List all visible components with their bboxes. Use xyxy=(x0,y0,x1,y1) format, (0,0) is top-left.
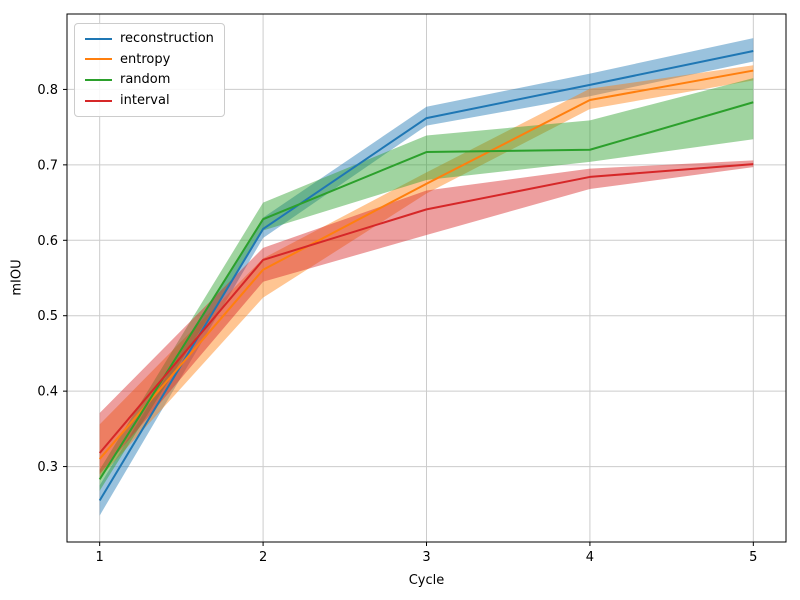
legend: reconstruction entropy random interval xyxy=(74,23,225,117)
legend-item-label: interval xyxy=(120,92,170,108)
series-band-interval xyxy=(99,160,754,475)
legend-item-label: random xyxy=(120,72,171,88)
y-tick-label-0.6: 0.6 xyxy=(37,234,58,249)
series-line-entropy xyxy=(98,69,754,460)
legend-line-swatch-interval xyxy=(85,99,112,102)
y-axis-label: mIOU xyxy=(9,259,25,296)
legend-item-interval: interval xyxy=(85,94,214,108)
x-axis-label: Cycle xyxy=(408,573,445,588)
legend-item-random: random xyxy=(85,73,214,87)
series-line-interval xyxy=(98,163,754,454)
y-tick-label-0.3: 0.3 xyxy=(37,460,58,475)
legend-item-reconstruction: reconstruction xyxy=(85,32,214,46)
legend-item-label: reconstruction xyxy=(120,31,214,46)
legend-item-entropy: entropy xyxy=(85,51,214,67)
x-tick-label-4: 4 xyxy=(586,550,594,565)
series-line-reconstruction xyxy=(98,49,754,502)
x-tick-label-3: 3 xyxy=(422,550,430,565)
legend-line-swatch-entropy xyxy=(85,58,112,61)
series-line-random xyxy=(98,101,754,480)
y-tick-label-0.8: 0.8 xyxy=(37,83,58,98)
legend-line-swatch-random xyxy=(85,79,112,82)
series-band-random xyxy=(99,78,754,491)
legend-line-swatch-reconstruction xyxy=(85,37,112,40)
y-tick-label-0.5: 0.5 xyxy=(37,309,58,324)
y-tick-label-0.7: 0.7 xyxy=(37,158,58,173)
y-tick-label-0.4: 0.4 xyxy=(37,385,58,400)
x-tick-label-1: 1 xyxy=(96,550,104,565)
legend-item-label: entropy xyxy=(120,51,171,67)
series-band-reconstruction xyxy=(99,38,754,516)
x-tick-label-2: 2 xyxy=(259,550,267,565)
x-tick-label-5: 5 xyxy=(749,550,757,565)
